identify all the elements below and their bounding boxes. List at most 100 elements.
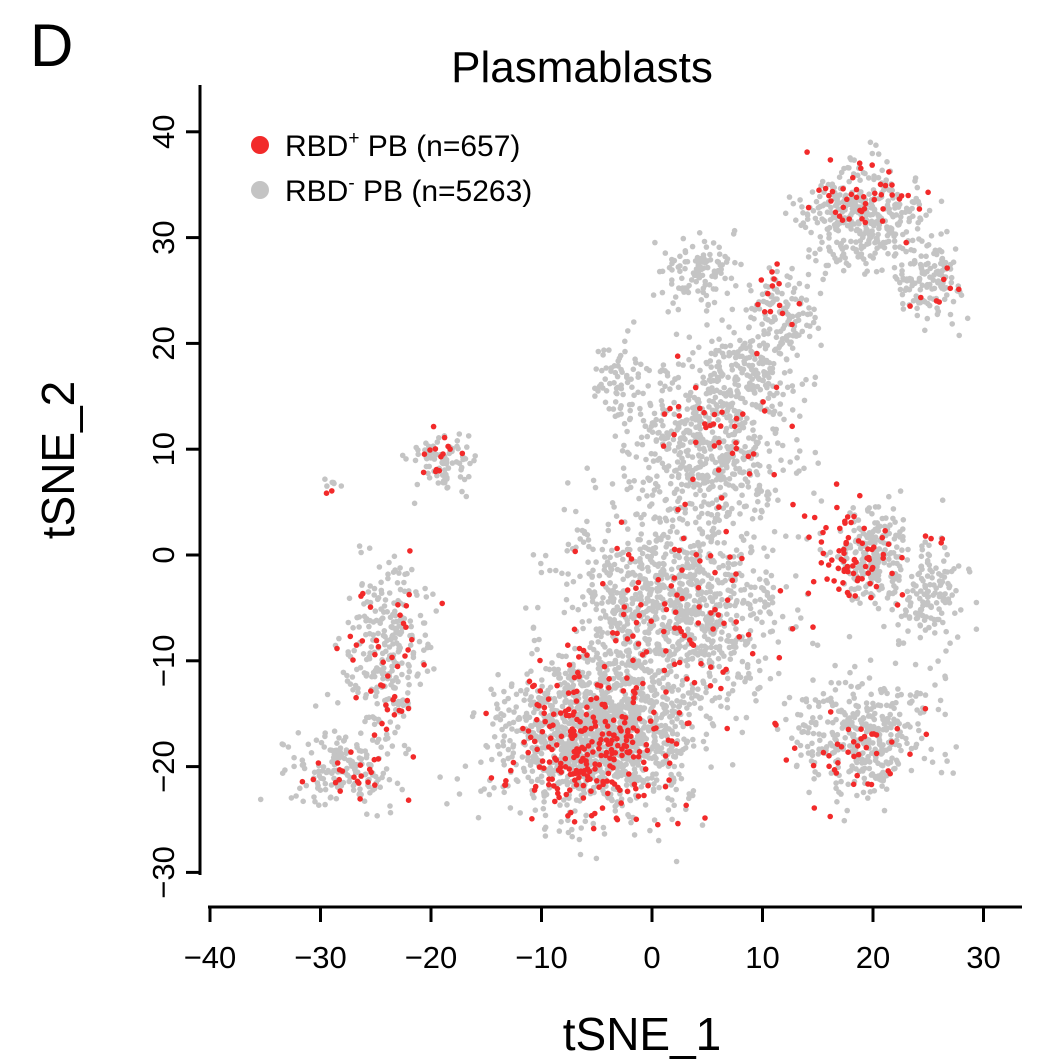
- point-rbd-negative: [674, 716, 680, 722]
- point-rbd-negative: [582, 601, 588, 608]
- point-rbd-negative: [860, 768, 866, 774]
- point-rbd-negative: [399, 452, 406, 459]
- point-rbd-negative: [697, 705, 704, 711]
- point-rbd-negative: [859, 760, 865, 766]
- point-rbd-negative: [891, 238, 898, 244]
- point-rbd-negative: [886, 493, 892, 500]
- point-rbd-negative: [362, 694, 369, 701]
- point-rbd-negative: [564, 802, 570, 808]
- point-rbd-negative: [707, 251, 713, 258]
- point-rbd-negative: [358, 730, 364, 736]
- point-rbd-negative: [815, 703, 822, 710]
- point-rbd-negative: [675, 361, 682, 367]
- point-rbd-negative: [917, 286, 924, 293]
- point-rbd-negative: [924, 315, 931, 322]
- point-rbd-negative: [311, 794, 317, 800]
- point-rbd-negative: [391, 553, 398, 560]
- point-rbd-negative: [356, 614, 363, 620]
- point-rbd-negative: [702, 260, 709, 266]
- point-rbd-negative: [724, 675, 731, 682]
- point-rbd-negative: [746, 670, 752, 677]
- point-rbd-negative: [842, 679, 849, 686]
- point-rbd-negative: [383, 766, 390, 772]
- point-rbd-negative: [368, 644, 375, 650]
- point-rbd-negative: [669, 643, 676, 650]
- point-rbd-negative: [724, 256, 731, 262]
- point-rbd-negative: [728, 445, 735, 451]
- point-rbd-negative: [731, 431, 738, 438]
- point-rbd-negative: [864, 241, 870, 247]
- point-rbd-negative: [684, 652, 690, 658]
- point-rbd-negative: [726, 324, 732, 330]
- point-rbd-negative: [611, 561, 618, 568]
- point-rbd-negative: [628, 712, 635, 718]
- point-rbd-negative: [865, 713, 872, 719]
- point-rbd-negative: [367, 790, 373, 796]
- point-rbd-negative: [683, 609, 689, 616]
- point-rbd-negative: [756, 576, 763, 582]
- point-rbd-negative: [381, 633, 388, 639]
- point-rbd-negative: [732, 485, 738, 491]
- point-rbd-negative: [679, 419, 685, 425]
- point-rbd-negative: [671, 558, 677, 565]
- point-rbd-negative: [643, 637, 650, 644]
- point-rbd-negative: [571, 761, 578, 768]
- point-rbd-negative: [559, 570, 565, 577]
- point-rbd-negative: [797, 712, 804, 718]
- point-rbd-negative: [578, 737, 585, 743]
- point-rbd-negative: [952, 246, 959, 252]
- point-rbd-negative: [279, 770, 286, 776]
- point-rbd-negative: [818, 342, 824, 349]
- point-rbd-negative: [867, 212, 874, 218]
- point-rbd-negative: [644, 433, 651, 440]
- point-rbd-negative: [751, 446, 757, 452]
- point-rbd-negative: [733, 715, 739, 722]
- point-rbd-negative: [938, 231, 944, 237]
- point-rbd-negative: [507, 805, 514, 811]
- point-rbd-negative: [527, 697, 533, 703]
- point-rbd-negative: [600, 641, 606, 648]
- point-rbd-negative: [749, 516, 756, 522]
- point-rbd-negative: [465, 433, 472, 439]
- point-rbd-negative: [564, 581, 570, 587]
- point-rbd-negative: [774, 390, 780, 396]
- point-rbd-negative: [589, 581, 595, 588]
- point-rbd-negative: [688, 563, 695, 570]
- point-rbd-negative: [741, 503, 748, 510]
- point-rbd-negative: [949, 321, 955, 327]
- point-rbd-negative: [424, 668, 431, 674]
- point-rbd-negative: [872, 250, 878, 256]
- point-rbd-negative: [853, 766, 859, 772]
- point-rbd-negative: [366, 654, 372, 660]
- point-rbd-negative: [807, 323, 813, 329]
- point-rbd-negative: [417, 681, 424, 688]
- point-rbd-negative: [327, 747, 334, 753]
- point-rbd-negative: [757, 514, 764, 521]
- point-rbd-negative: [288, 795, 295, 801]
- point-rbd-negative: [415, 671, 421, 677]
- point-rbd-negative: [770, 584, 777, 591]
- point-rbd-negative: [890, 590, 896, 597]
- point-rbd-negative: [720, 438, 727, 445]
- point-rbd-negative: [747, 343, 753, 350]
- point-rbd-negative: [345, 651, 352, 658]
- point-rbd-negative: [680, 362, 686, 368]
- point-rbd-negative: [674, 698, 680, 704]
- point-rbd-negative: [879, 745, 885, 751]
- point-rbd-negative: [764, 440, 770, 447]
- point-rbd-negative: [639, 685, 646, 691]
- point-rbd-negative: [652, 239, 658, 246]
- point-rbd-negative: [462, 763, 469, 769]
- point-rbd-negative: [848, 238, 854, 245]
- point-rbd-negative: [833, 785, 839, 792]
- point-rbd-negative: [887, 230, 894, 236]
- point-rbd-negative: [919, 543, 925, 549]
- point-rbd-negative: [536, 636, 542, 643]
- point-rbd-negative: [584, 465, 590, 472]
- point-rbd-negative: [720, 562, 726, 569]
- point-rbd-negative: [914, 707, 920, 713]
- point-rbd-negative: [671, 490, 678, 497]
- point-rbd-negative: [684, 417, 690, 423]
- point-rbd-negative: [705, 636, 711, 643]
- point-rbd-negative: [707, 673, 713, 679]
